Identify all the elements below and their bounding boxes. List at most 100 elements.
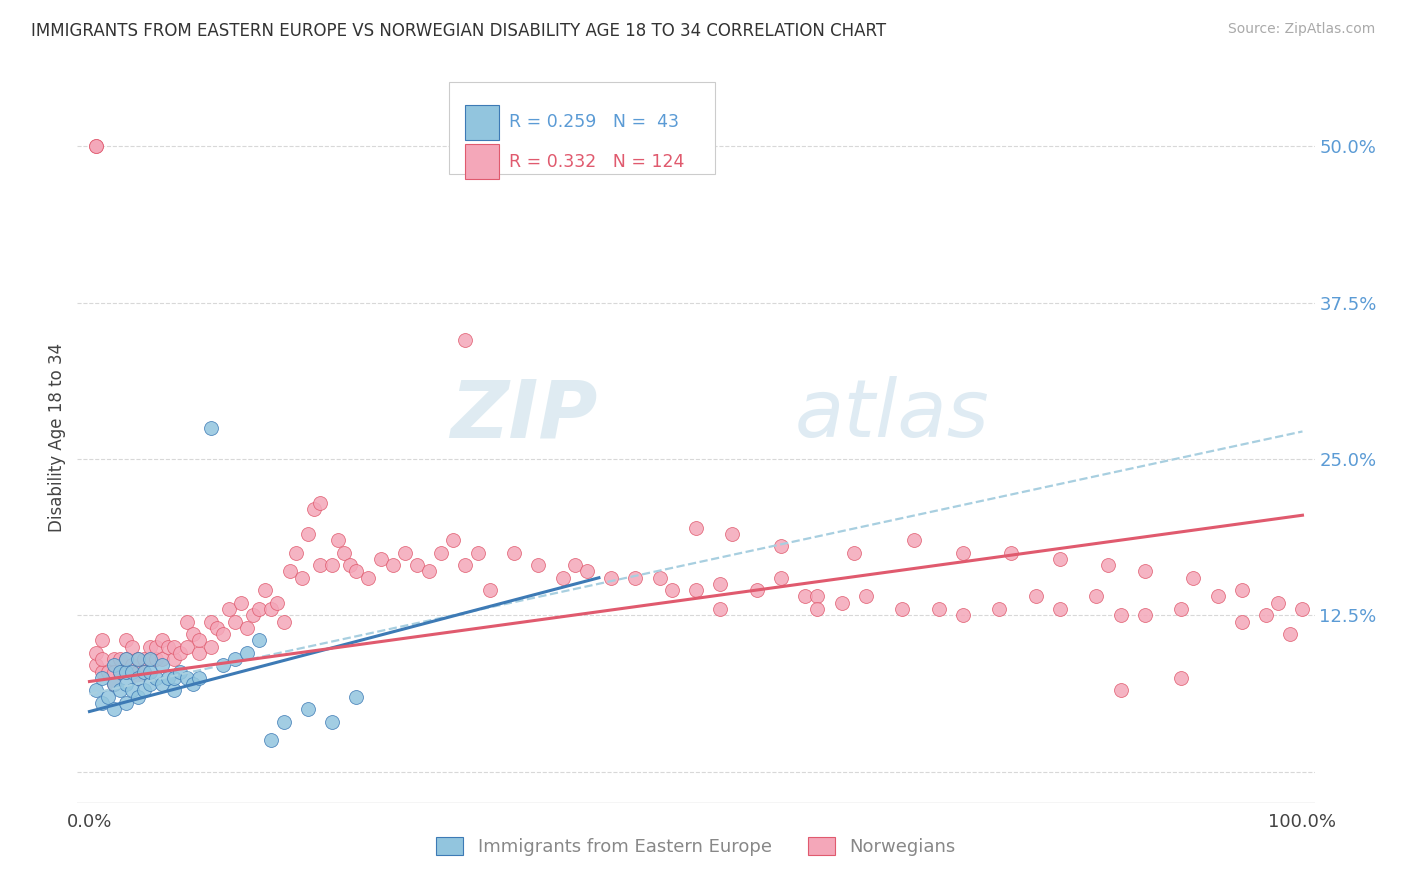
Point: [685, 521, 707, 535]
Point: [624, 571, 647, 585]
Point: [150, 677, 173, 691]
Point: [321, 558, 343, 573]
Point: [769, 571, 792, 585]
Point: [891, 602, 914, 616]
Point: [90, 671, 112, 685]
Point: [1170, 602, 1192, 616]
Point: [150, 658, 173, 673]
Point: [84, 683, 107, 698]
Point: [212, 627, 235, 641]
Point: [169, 665, 191, 679]
Point: [163, 671, 186, 685]
Point: [1291, 602, 1313, 616]
Point: [145, 640, 167, 654]
Point: [127, 652, 149, 666]
Point: [181, 627, 204, 641]
Point: [132, 665, 155, 679]
Point: [339, 558, 361, 573]
Point: [187, 646, 209, 660]
Text: ZIP: ZIP: [450, 376, 598, 454]
Point: [454, 333, 477, 347]
Point: [344, 565, 367, 579]
Point: [229, 596, 252, 610]
Point: [551, 571, 574, 585]
Point: [564, 558, 586, 573]
Point: [1230, 583, 1253, 598]
Point: [1049, 552, 1071, 566]
Point: [247, 602, 270, 616]
Point: [200, 615, 222, 629]
Point: [90, 665, 112, 679]
Point: [1170, 671, 1192, 685]
Point: [467, 546, 489, 560]
Point: [157, 671, 180, 685]
Point: [370, 552, 392, 566]
Point: [503, 546, 526, 560]
Point: [842, 546, 865, 560]
Point: [139, 665, 162, 679]
Point: [1182, 571, 1205, 585]
Point: [273, 615, 295, 629]
Point: [806, 602, 828, 616]
Point: [297, 702, 319, 716]
Point: [115, 665, 138, 679]
Point: [108, 665, 131, 679]
Point: [1109, 608, 1132, 623]
Point: [84, 139, 107, 153]
Legend: Immigrants from Eastern Europe, Norwegians: Immigrants from Eastern Europe, Norwegia…: [429, 830, 963, 863]
Point: [254, 583, 277, 598]
Point: [1049, 602, 1071, 616]
Point: [97, 665, 120, 679]
Point: [903, 533, 925, 548]
Point: [84, 658, 107, 673]
Point: [284, 546, 307, 560]
Point: [84, 139, 107, 153]
Point: [212, 658, 235, 673]
Point: [831, 596, 853, 610]
Point: [357, 571, 380, 585]
Point: [121, 665, 143, 679]
Point: [115, 696, 138, 710]
Point: [1133, 565, 1156, 579]
Point: [769, 540, 792, 554]
Point: [115, 633, 138, 648]
Point: [103, 665, 125, 679]
Point: [1025, 590, 1047, 604]
Point: [127, 671, 149, 685]
Point: [169, 646, 191, 660]
Point: [1206, 590, 1229, 604]
Point: [103, 677, 125, 691]
Point: [418, 565, 440, 579]
Point: [103, 652, 125, 666]
Point: [90, 652, 112, 666]
FancyBboxPatch shape: [449, 82, 714, 174]
Text: IMMIGRANTS FROM EASTERN EUROPE VS NORWEGIAN DISABILITY AGE 18 TO 34 CORRELATION : IMMIGRANTS FROM EASTERN EUROPE VS NORWEG…: [31, 22, 886, 40]
Point: [309, 496, 332, 510]
Point: [187, 633, 209, 648]
Point: [1109, 683, 1132, 698]
Point: [121, 658, 143, 673]
Text: R = 0.332   N = 124: R = 0.332 N = 124: [509, 153, 685, 170]
Point: [127, 690, 149, 704]
Point: [806, 590, 828, 604]
Point: [302, 502, 325, 516]
Point: [176, 640, 198, 654]
Point: [648, 571, 671, 585]
Point: [273, 714, 295, 729]
Point: [1279, 627, 1302, 641]
Point: [242, 608, 264, 623]
Point: [139, 640, 162, 654]
Point: [121, 683, 143, 698]
Point: [145, 652, 167, 666]
Point: [115, 652, 138, 666]
Point: [108, 665, 131, 679]
Point: [132, 683, 155, 698]
Point: [139, 652, 162, 666]
Point: [441, 533, 464, 548]
Point: [139, 677, 162, 691]
Point: [115, 665, 138, 679]
Text: R = 0.259   N =  43: R = 0.259 N = 43: [509, 113, 679, 131]
Point: [297, 527, 319, 541]
Point: [406, 558, 429, 573]
Point: [454, 558, 477, 573]
